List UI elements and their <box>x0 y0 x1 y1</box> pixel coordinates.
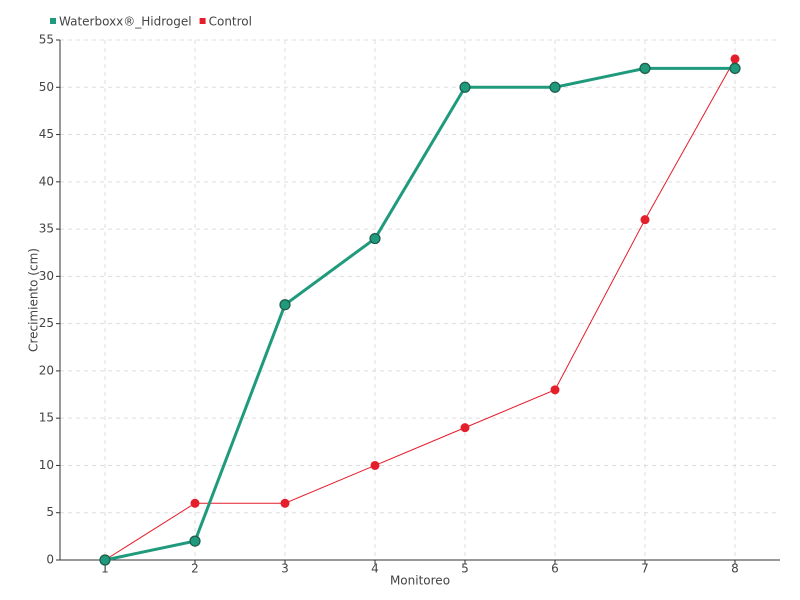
data-point <box>549 81 561 93</box>
data-point <box>639 62 651 74</box>
y-tick-label: 15 <box>39 411 54 425</box>
y-tick-label: 20 <box>39 363 54 377</box>
y-tick-label: 25 <box>39 316 54 330</box>
x-tick-label: 2 <box>191 562 199 576</box>
y-tick-label: 30 <box>39 269 54 283</box>
data-point <box>459 81 471 93</box>
x-tick-label: 1 <box>101 562 109 576</box>
x-tick-label: 3 <box>281 562 289 576</box>
x-tick-label: 4 <box>371 562 379 576</box>
data-point <box>370 460 380 470</box>
data-point <box>99 554 111 566</box>
data-point <box>640 215 650 225</box>
y-tick-label: 45 <box>39 127 54 141</box>
data-point <box>280 498 290 508</box>
data-point <box>460 423 470 433</box>
y-tick-label: 35 <box>39 222 54 236</box>
data-point <box>190 498 200 508</box>
y-tick-label: 50 <box>39 80 54 94</box>
y-tick-label: 55 <box>39 33 54 47</box>
y-axis-label: Crecimiento (cm) <box>27 248 41 352</box>
data-point <box>279 299 291 311</box>
y-tick-label: 10 <box>39 458 54 472</box>
data-point <box>730 54 740 64</box>
x-tick-label: 5 <box>461 562 469 576</box>
x-axis-label: Monitoreo <box>390 574 450 588</box>
data-point <box>729 62 741 74</box>
x-tick-label: 6 <box>551 562 559 576</box>
legend-swatch <box>199 18 206 24</box>
data-point <box>189 535 201 547</box>
y-tick-label: 5 <box>46 505 54 519</box>
legend-label: Control <box>209 15 252 29</box>
x-tick-label: 7 <box>641 562 649 576</box>
data-point <box>550 385 560 395</box>
x-tick-label: 8 <box>731 562 739 576</box>
y-tick-label: 0 <box>46 553 54 567</box>
y-tick-label: 40 <box>39 174 54 188</box>
data-point <box>369 232 381 245</box>
series-line <box>104 66 735 562</box>
legend-label: Waterboxx®_Hidrogel <box>59 15 192 29</box>
legend-swatch <box>50 18 56 24</box>
